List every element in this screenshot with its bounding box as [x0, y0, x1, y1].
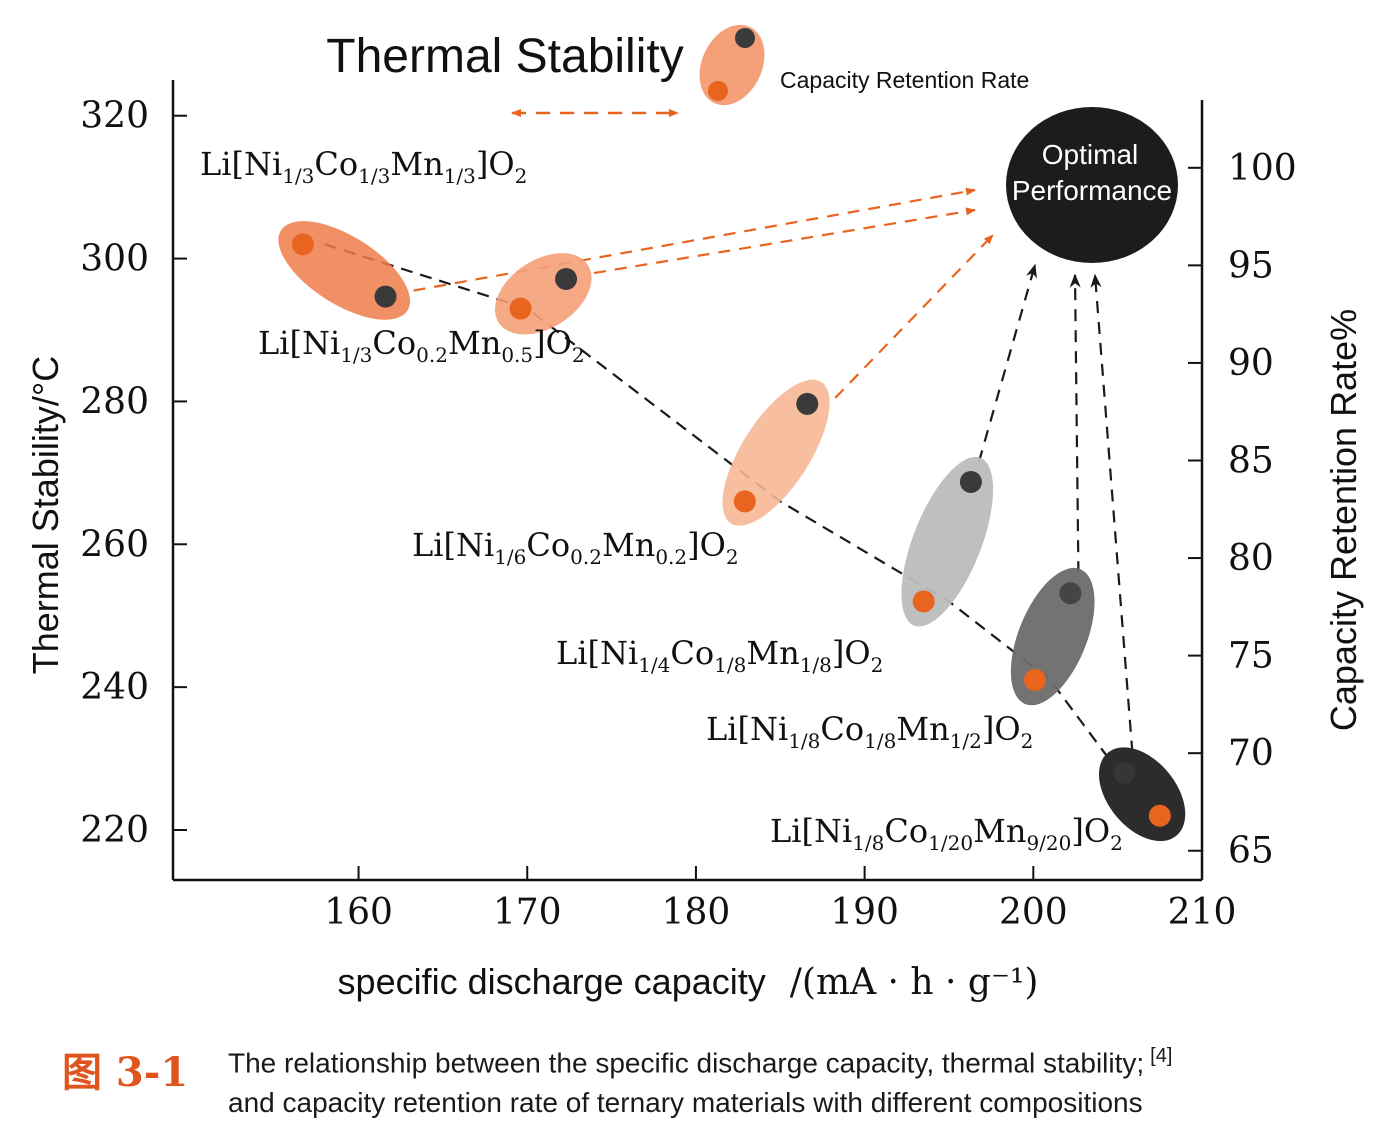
x-tick-label-200: 200 — [999, 892, 1068, 933]
material-ellipse-5 — [1010, 567, 1095, 706]
y-right-axis-title: Capacity Retention Rate% — [1323, 309, 1364, 731]
material-ellipse-4 — [901, 456, 994, 627]
capacity-retention-point-4 — [959, 470, 982, 493]
material-ellipse-1 — [278, 221, 411, 320]
figure-caption: The relationship between the specific di… — [228, 1036, 1328, 1123]
figure-number: 图 3-1 — [62, 1049, 189, 1096]
x-tick-label-180: 180 — [662, 892, 731, 933]
capacity-retention-point-6 — [1113, 761, 1136, 784]
ellipses-layer — [278, 221, 1186, 842]
points-layer — [291, 233, 1171, 827]
optimal-label-line2: Performance — [1012, 175, 1172, 206]
thermal-stability-point-5 — [1023, 669, 1046, 691]
x-tick-label-160: 160 — [324, 892, 393, 933]
material-labels: Li[Ni1/3Co1/3Mn1/3]O2 Li[Ni1/3Co0.2Mn0.5]… — [200, 145, 1123, 855]
chart-title: Thermal Stability — [326, 30, 683, 83]
x-tick-label-210: 210 — [1168, 892, 1237, 933]
chart: Thermal Stability Capacity Retention Rat… — [25, 24, 1364, 1003]
y-left-tick-label-240: 240 — [80, 667, 149, 708]
thermal-stability-point-4 — [912, 590, 935, 613]
x-axis-title: specific discharge capacity /(mA · h · g… — [338, 961, 1039, 1003]
capacity-retention-point-5 — [1059, 582, 1082, 605]
material-label-6: Li[Ni1/8Co1/20Mn9/20]O2 — [770, 812, 1123, 855]
material-label-2: Li[Ni1/3Co0.2Mn0.5]O2 — [258, 324, 585, 367]
legend-ellipse — [699, 24, 765, 106]
arrow-to-optimal-5 — [1069, 273, 1081, 574]
y-right-tick-label-75: 75 — [1228, 636, 1274, 677]
legend-thermal-dot — [708, 81, 728, 101]
y-right-tick-label-100: 100 — [1228, 148, 1297, 189]
arrow-to-optimal-6 — [1090, 273, 1134, 753]
material-label-3: Li[Ni1/6Co0.2Mn0.2]O2 — [412, 526, 739, 569]
arrow-to-optimal-1 — [413, 187, 976, 292]
legend-retention-dot — [735, 28, 755, 48]
capacity-retention-point-1 — [374, 285, 397, 308]
x-tick-label-190: 190 — [830, 892, 899, 933]
material-label-5: Li[Ni1/8Co1/8Mn1/2]O2 — [706, 710, 1033, 753]
arrow-to-optimal-3 — [834, 234, 994, 399]
y-left-tick-label-260: 260 — [80, 524, 149, 565]
thermal-stability-point-2 — [509, 297, 532, 320]
thermal-stability-point-1 — [291, 233, 314, 256]
y-right-tick-label-90: 90 — [1228, 343, 1274, 384]
y-right-tick-label-95: 95 — [1228, 245, 1274, 286]
capacity-retention-point-2 — [555, 268, 578, 291]
y-left-tick-label-320: 320 — [80, 96, 149, 137]
caption-reference: [4] — [1150, 1045, 1173, 1067]
optimal-label-line1: Optimal — [1042, 139, 1138, 170]
y-left-tick-label-280: 280 — [80, 381, 149, 422]
x-tick-label-170: 170 — [493, 892, 562, 933]
y-right-tick-label-70: 70 — [1228, 733, 1274, 774]
material-ellipse-3 — [722, 379, 830, 526]
x-axis-unit: /(mA · h · g⁻¹) — [790, 962, 1039, 1003]
caption-line1: The relationship between the specific di… — [228, 1047, 1145, 1079]
y-left-tick-label-220: 220 — [80, 810, 149, 851]
optimal-circle — [1006, 107, 1178, 263]
material-label-1: Li[Ni1/3Co1/3Mn1/3]O2 — [200, 145, 527, 188]
thermal-stability-point-6 — [1148, 804, 1171, 827]
trend-line — [324, 243, 1153, 817]
thermal-stability-point-3 — [733, 490, 756, 513]
x-axis-label: specific discharge capacity — [338, 961, 766, 1002]
arrow-to-optimal-2 — [593, 207, 976, 275]
y-left-axis-title: Thermal Stability/°C — [25, 356, 66, 674]
y-right-tick-label-85: 85 — [1228, 440, 1274, 481]
material-label-4: Li[Ni1/4Co1/8Mn1/8]O2 — [556, 634, 883, 677]
capacity-retention-point-3 — [796, 392, 819, 415]
arrow-to-optimal-4 — [977, 263, 1037, 463]
y-right-tick-label-80: 80 — [1228, 538, 1274, 579]
y-right-tick-label-65: 65 — [1228, 831, 1274, 872]
y-left-tick-label-300: 300 — [80, 239, 149, 280]
arrows-layer — [324, 187, 1153, 817]
legend-note: Capacity Retention Rate — [780, 67, 1029, 93]
axes: 160 170 180 190 200 210 220 240 260 280 300 320 65 70… — [80, 80, 1297, 933]
optimal-performance-marker: Optimal Performance — [1006, 107, 1178, 263]
caption-line2: and capacity retention rate of ternary m… — [228, 1087, 1143, 1119]
